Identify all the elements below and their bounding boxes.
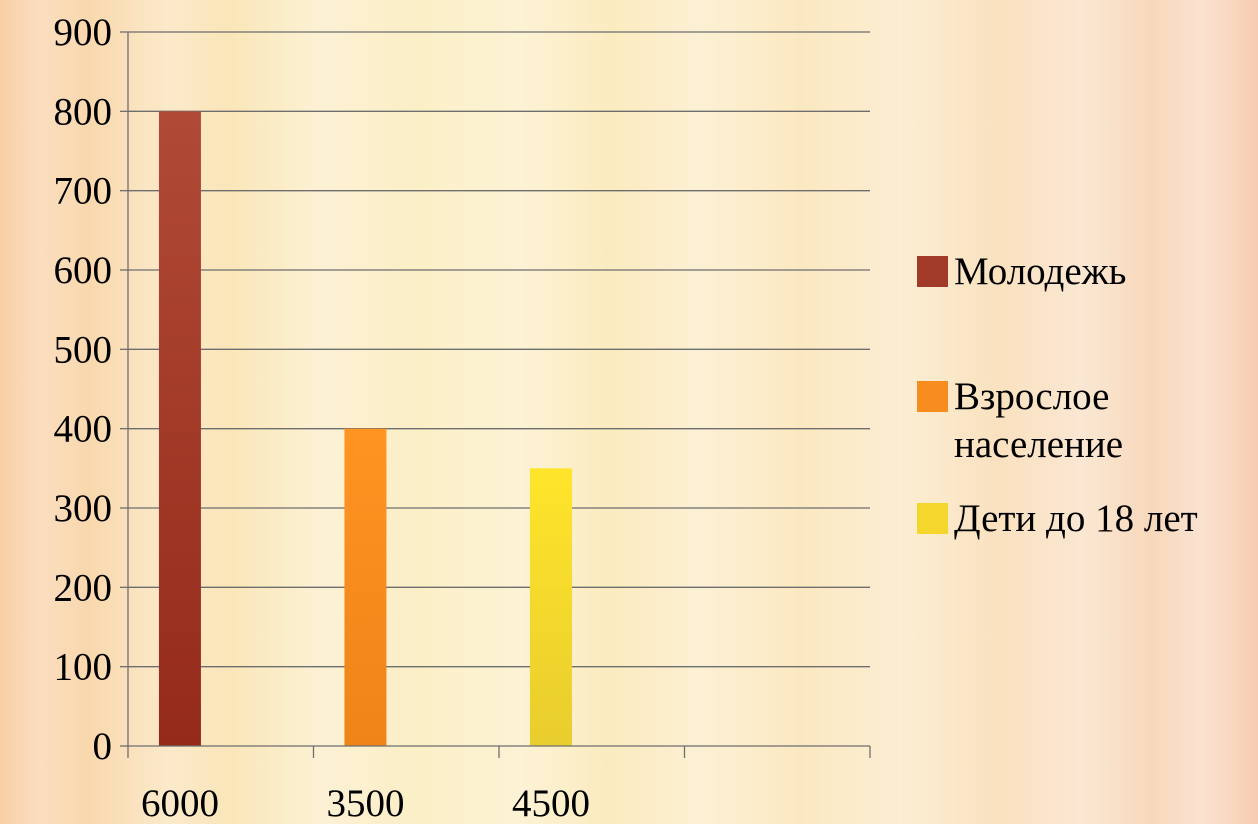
y-tick-label: 100 xyxy=(54,646,113,689)
y-tick-label: 400 xyxy=(54,408,113,451)
y-tick-label: 300 xyxy=(54,487,113,530)
bar-3 xyxy=(529,468,572,746)
legend-label: Дети до 18 лет xyxy=(954,497,1198,540)
x-tick-label: 4500 xyxy=(512,782,590,824)
bar-1 xyxy=(158,111,201,747)
x-tick-label: 3500 xyxy=(326,782,404,824)
y-tick-label: 600 xyxy=(54,249,113,292)
legend-swatch xyxy=(917,256,948,287)
legend: Молодежь Взрослое население Дети до 18 лет xyxy=(917,0,1258,824)
legend-swatch xyxy=(917,381,948,412)
legend-item: Молодежь xyxy=(917,248,1244,296)
bar-2 xyxy=(344,428,387,746)
legend-swatch xyxy=(917,503,948,534)
legend-item: Взрослое население xyxy=(917,373,1244,469)
y-tick-label: 700 xyxy=(54,170,113,213)
y-tick-label: 0 xyxy=(93,725,113,768)
legend-label: Молодежь xyxy=(954,250,1127,293)
y-tick-label: 800 xyxy=(54,90,113,133)
legend-item: Дети до 18 лет xyxy=(917,495,1244,543)
y-tick-label: 200 xyxy=(54,566,113,609)
axes xyxy=(120,31,871,758)
y-tick-label: 900 xyxy=(54,11,113,54)
y-tick-label: 500 xyxy=(54,328,113,371)
x-tick-label: 6000 xyxy=(141,782,219,824)
tick-labels: 0 100 200 300 400 500 600 700 800 900 6000 3500 4500 xyxy=(54,11,590,824)
gridlines xyxy=(128,31,870,668)
bars xyxy=(158,111,572,747)
legend-label: Взрослое население xyxy=(954,375,1124,466)
